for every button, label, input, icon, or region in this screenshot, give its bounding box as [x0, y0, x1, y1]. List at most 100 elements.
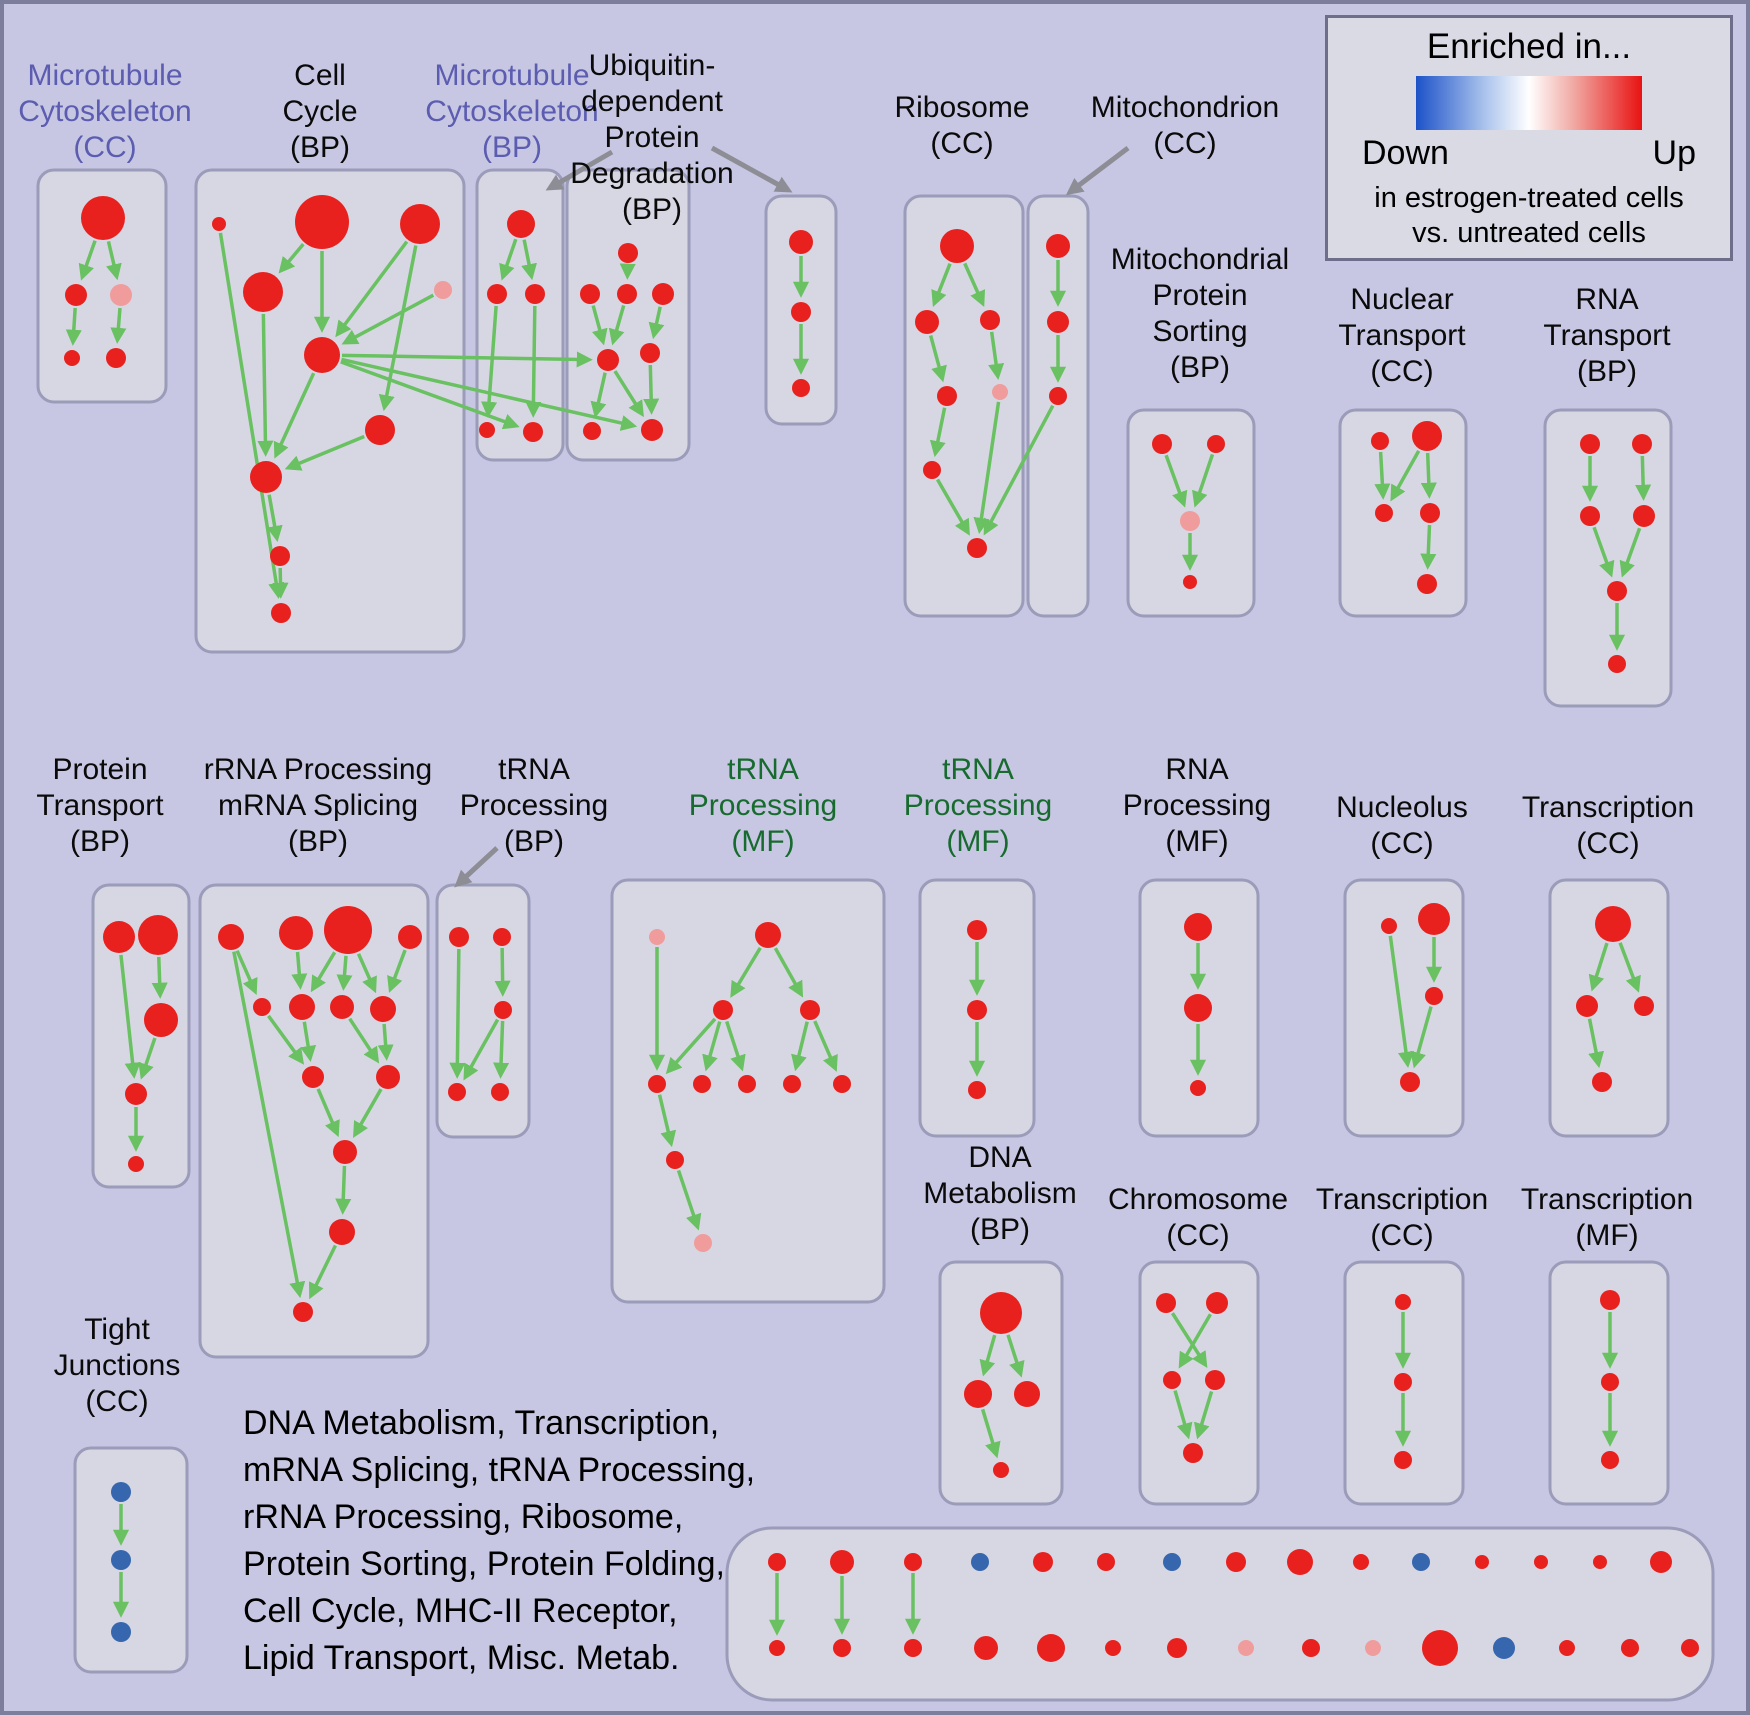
gene-set-edge: [106, 240, 122, 281]
gene-set-edge: [1173, 1390, 1193, 1440]
go-term-node-cell-cycle-e: [434, 281, 452, 299]
go-term-node-rrna-a: [218, 924, 244, 950]
go-term-node-trna-bp-d: [448, 1083, 466, 1101]
gene-set-edge: [138, 1037, 157, 1080]
gene-set-edge: [1178, 1313, 1212, 1369]
legend-title: Enriched in...: [1426, 27, 1632, 66]
label-pointer-arrow: [710, 145, 793, 193]
gene-set-edge: [1420, 452, 1437, 499]
go-term-node-rrna-d: [398, 925, 422, 949]
go-term-node-misc-t4: [971, 1553, 989, 1571]
gene-set-edge: [65, 307, 82, 346]
gene-set-edge: [591, 305, 608, 346]
gene-set-edge: [973, 401, 1001, 534]
gene-set-edge: [494, 947, 511, 997]
go-term-node-prot-transport-b: [138, 915, 178, 955]
go-term-node-misc-u1: [769, 1640, 785, 1656]
gene-set-edge: [310, 951, 337, 993]
legend-down-label: Down: [1362, 134, 1449, 172]
go-term-node-mito-sort-a: [1152, 434, 1172, 454]
go-term-node-trna-mf-b-a: [967, 920, 987, 940]
gene-set-edge: [702, 1021, 722, 1072]
gene-set-edge: [284, 434, 365, 471]
gene-set-edge: [1006, 1334, 1025, 1378]
go-term-node-rrna-e: [253, 998, 271, 1016]
go-term-node-txn-mf-b: [1601, 1373, 1619, 1391]
go-term-node-ribosome-f: [923, 461, 941, 479]
misc-text-line-6: Lipid Transport, Misc. Metab.: [243, 1639, 680, 1677]
gene-set-edge: [348, 1017, 380, 1064]
gene-set-edge: [336, 955, 353, 991]
gene-set-edge: [151, 956, 168, 999]
go-term-node-ubiq-d: [652, 283, 674, 305]
go-term-node-misc-u9: [1302, 1639, 1320, 1657]
go-term-node-misc-u11: [1422, 1630, 1458, 1666]
go-term-node-ubiq2-a: [789, 230, 813, 254]
go-term-node-rrna-b: [279, 916, 313, 950]
go-term-node-ubiq2-c: [792, 379, 810, 397]
go-term-node-nucleolus-c: [1425, 987, 1443, 1005]
go-term-node-trna-mf-a-e: [693, 1075, 711, 1093]
cluster-box-mito: [1026, 194, 1090, 618]
gene-set-edge: [1192, 453, 1215, 508]
go-term-node-rrna-f: [289, 994, 315, 1020]
go-term-node-txn-mf-a: [1600, 1290, 1620, 1310]
gene-set-edge: [493, 1020, 510, 1079]
go-term-node-nuc-transport-c: [1375, 504, 1393, 522]
gene-set-edge: [335, 240, 409, 338]
go-term-node-trna-mf-a-a: [755, 922, 781, 948]
go-term-node-mito-b: [1047, 311, 1069, 333]
label-pointer-arrow: [1065, 146, 1130, 196]
go-term-node-trna-mf-a-g: [783, 1075, 801, 1093]
gene-set-edge: [291, 951, 308, 990]
label-pointer-arrow: [454, 846, 499, 888]
go-term-node-ribosome-d: [937, 386, 957, 406]
gene-set-edge: [590, 372, 607, 419]
go-term-node-misc-t13: [1534, 1555, 1548, 1569]
go-term-node-misc-u6: [1105, 1640, 1121, 1656]
go-term-node-trna-mf-a-p: [649, 929, 665, 945]
gene-set-edge: [929, 407, 947, 458]
go-term-node-tight-junctions-c: [111, 1622, 131, 1642]
go-term-node-txn-cc-a-c: [1634, 996, 1654, 1016]
cluster-box-txn-cc-a: [1548, 878, 1670, 1138]
gene-set-edge: [356, 953, 377, 994]
go-term-node-trna-bp-a: [449, 927, 469, 947]
go-term-node-mt-bp-d: [479, 422, 495, 438]
go-term-node-tight-junctions-b: [111, 1550, 131, 1570]
go-term-node-tight-junctions-a: [111, 1482, 131, 1502]
go-term-node-txn-cc-a-a: [1595, 906, 1631, 942]
go-term-node-misc-u4: [974, 1636, 998, 1660]
gene-set-edge: [335, 1165, 352, 1215]
gene-set-edge: [931, 263, 952, 307]
misc-text-line-2: mRNA Splicing, tRNA Processing,: [243, 1451, 756, 1489]
gene-set-edge: [730, 946, 762, 998]
go-term-node-mito-sort-c: [1180, 511, 1200, 531]
gene-set-edge: [340, 360, 520, 430]
go-term-node-trna-bp-b: [493, 928, 511, 946]
gene-set-edge: [643, 364, 660, 415]
go-term-node-prot-transport-a: [103, 921, 135, 953]
go-term-node-misc-u8: [1238, 1640, 1254, 1656]
gene-set-edge: [218, 232, 285, 600]
go-term-node-ubiq-e: [597, 349, 619, 371]
gene-set-edge: [235, 950, 258, 995]
go-term-node-cell-cycle-i: [270, 546, 290, 566]
go-term-node-trna-mf-a-f: [738, 1075, 756, 1093]
go-term-node-misc-t9: [1287, 1549, 1313, 1575]
go-term-node-rna-mf-a: [1184, 913, 1212, 941]
gene-set-edge: [267, 1014, 305, 1065]
go-term-node-nuc-transport-d: [1420, 503, 1440, 523]
go-term-node-rrna-c: [324, 906, 372, 954]
go-term-node-mito-sort-d: [1183, 575, 1197, 589]
gene-set-edge: [988, 331, 1005, 380]
go-term-node-misc-u13: [1559, 1640, 1575, 1656]
go-term-node-mt-cc-c: [110, 284, 132, 306]
go-term-node-trna-bp-c: [494, 1001, 512, 1019]
go-term-node-rna-transport-f: [1608, 655, 1626, 673]
gene-set-edge: [608, 305, 626, 346]
go-term-node-rrna-i: [302, 1066, 324, 1088]
go-term-node-cell-cycle-d: [243, 272, 283, 312]
go-term-node-dna-metab-a: [980, 1292, 1022, 1334]
